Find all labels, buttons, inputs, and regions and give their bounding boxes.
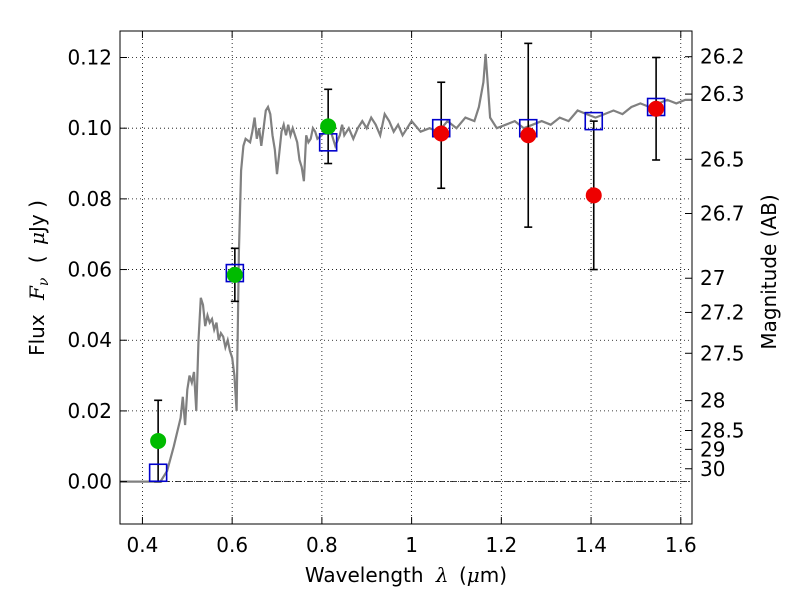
y-axis-label-unit-open: ( <box>25 255 49 263</box>
x-tick-label: 1.6 <box>665 533 697 557</box>
y-tick-label: 0.04 <box>67 328 112 352</box>
x-tick-label: 0.4 <box>127 533 159 557</box>
x-axis-label-unit-symbol: μ <box>467 563 480 587</box>
plot-frame <box>119 30 693 525</box>
y-tick-label: 0.02 <box>67 399 112 423</box>
x-axis-label-unit-rest: m) <box>480 563 507 587</box>
magnitude-tick-label: 27.2 <box>700 300 745 324</box>
model-box-marker <box>148 463 168 483</box>
magnitude-tick-label: 28.5 <box>700 419 745 443</box>
y-tick-label: 0.10 <box>67 116 112 140</box>
magnitude-tick-label: 26.5 <box>700 147 745 171</box>
green-data-point <box>150 432 167 449</box>
x-tick-label: 1.4 <box>575 533 607 557</box>
right-axis-label: Magnitude (AB) <box>757 194 781 349</box>
magnitude-tick-label: 26.3 <box>700 82 745 106</box>
x-axis-label-unit-open: ( <box>459 563 467 587</box>
y-axis-label: Flux Fν ( μJy ) <box>25 200 53 356</box>
axes-ticks: 0.4 0.6 0.8 1 1.2 1.4 1.6 0.00 0.02 0.04 0.06 0.08 0… <box>67 31 745 557</box>
y-axis-label-unit-rest: Jy ) <box>25 200 49 234</box>
x-axis-label-text: Wavelength <box>305 563 424 587</box>
magnitude-tick-label: 26.2 <box>700 45 745 69</box>
y-tick-label: 0.08 <box>67 187 112 211</box>
x-tick-label: 0.8 <box>306 533 338 557</box>
magnitude-tick-label: 30 <box>700 457 725 481</box>
y-tick-label: 0.00 <box>67 470 112 494</box>
magnitude-tick-label: 28 <box>700 389 725 413</box>
x-axis-label: Wavelength λ (μm) <box>305 563 507 587</box>
y-tick-label: 0.06 <box>67 258 112 282</box>
y-axis-label-subscript: ν <box>36 277 52 286</box>
green-data-point <box>320 118 337 135</box>
magnitude-tick-label: 26.7 <box>700 202 745 226</box>
x-tick-label: 1 <box>405 533 418 557</box>
magnitude-tick-label: 29 <box>700 437 725 461</box>
green-data-point <box>226 266 243 283</box>
red-data-point <box>585 187 602 204</box>
model-spectrum-line <box>120 53 692 483</box>
model-box-marker <box>584 111 604 131</box>
y-axis-label-unit-symbol: μ <box>25 232 49 245</box>
plot-area <box>120 42 692 483</box>
y-axis-label-symbol: F <box>25 285 49 301</box>
x-tick-label: 0.6 <box>216 533 248 557</box>
y-tick-label: 0.12 <box>67 46 112 70</box>
red-data-point <box>648 100 665 117</box>
x-axis-label-symbol: λ <box>435 563 449 587</box>
y-axis-label-text: Flux <box>25 314 49 356</box>
x-tick-label: 1.2 <box>485 533 517 557</box>
red-data-point <box>520 127 537 144</box>
magnitude-tick-label: 27 <box>700 266 725 290</box>
magnitude-tick-label: 27.5 <box>700 341 745 365</box>
red-data-point <box>433 125 450 142</box>
